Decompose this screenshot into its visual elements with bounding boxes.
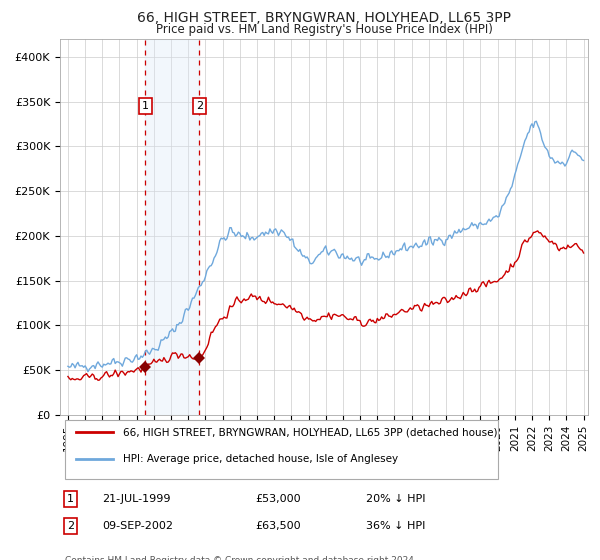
- Text: 09-SEP-2002: 09-SEP-2002: [102, 521, 173, 531]
- Text: £53,000: £53,000: [256, 494, 301, 504]
- Text: 1: 1: [67, 494, 74, 504]
- Text: HPI: Average price, detached house, Isle of Anglesey: HPI: Average price, detached house, Isle…: [124, 454, 398, 464]
- FancyBboxPatch shape: [65, 420, 498, 479]
- Text: 66, HIGH STREET, BRYNGWRAN, HOLYHEAD, LL65 3PP: 66, HIGH STREET, BRYNGWRAN, HOLYHEAD, LL…: [137, 11, 511, 25]
- Bar: [145, 39, 199, 415]
- Text: 2: 2: [196, 101, 203, 111]
- Text: 1: 1: [142, 101, 149, 111]
- Text: 20% ↓ HPI: 20% ↓ HPI: [366, 494, 426, 504]
- Text: 21-JUL-1999: 21-JUL-1999: [102, 494, 171, 504]
- Text: 2: 2: [67, 521, 74, 531]
- Text: £63,500: £63,500: [256, 521, 301, 531]
- Text: Contains HM Land Registry data © Crown copyright and database right 2024.
This d: Contains HM Land Registry data © Crown c…: [65, 556, 417, 560]
- Text: Price paid vs. HM Land Registry's House Price Index (HPI): Price paid vs. HM Land Registry's House …: [155, 24, 493, 36]
- Text: 66, HIGH STREET, BRYNGWRAN, HOLYHEAD, LL65 3PP (detached house): 66, HIGH STREET, BRYNGWRAN, HOLYHEAD, LL…: [124, 427, 498, 437]
- Text: 36% ↓ HPI: 36% ↓ HPI: [366, 521, 425, 531]
